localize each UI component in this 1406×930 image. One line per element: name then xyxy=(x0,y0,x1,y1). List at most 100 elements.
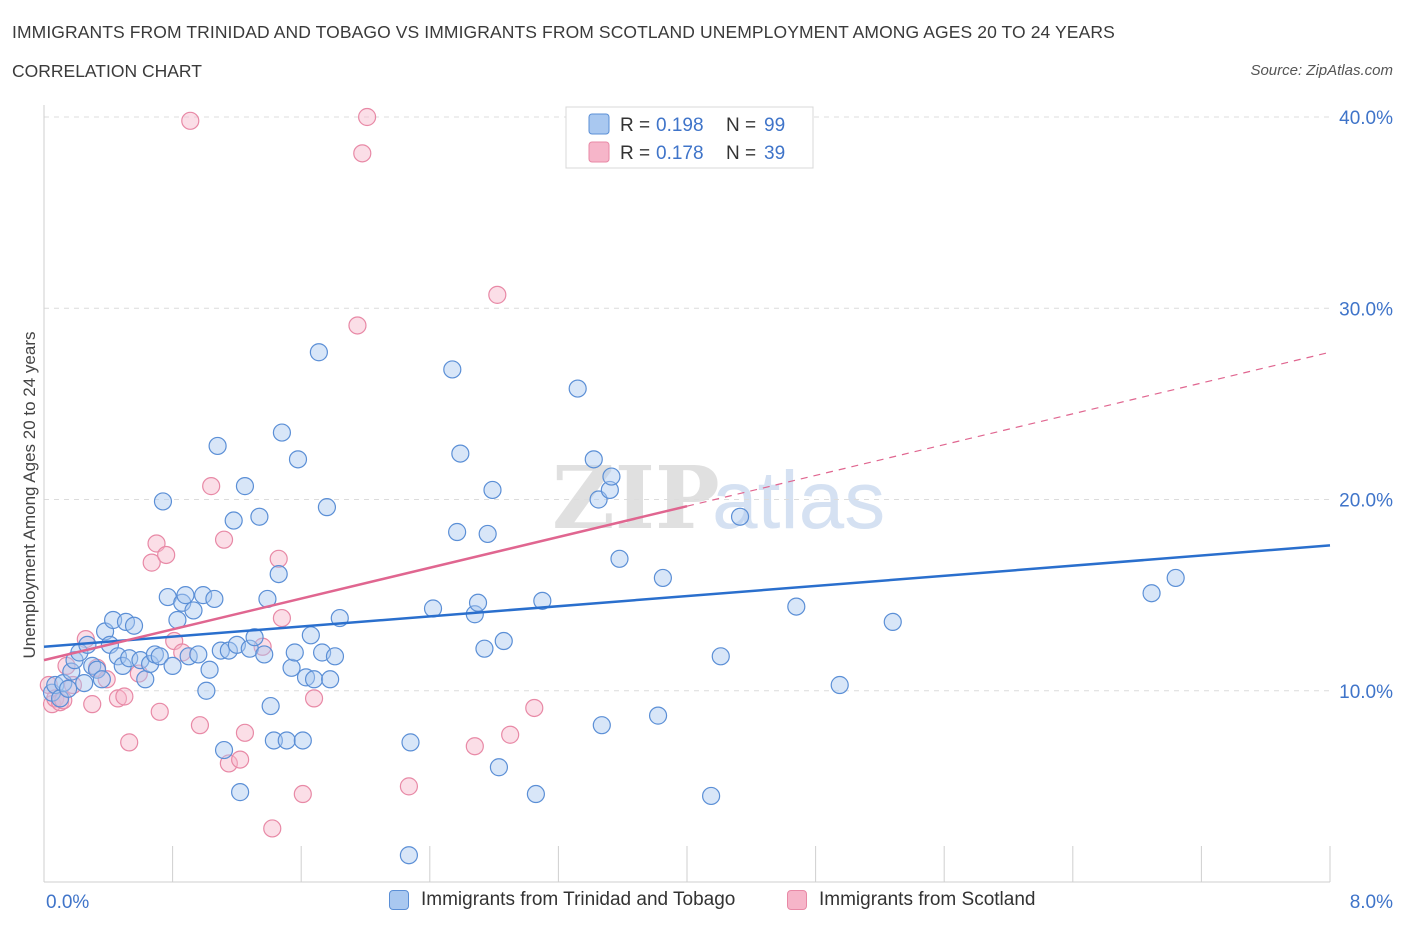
trinidad-point xyxy=(448,522,467,542)
y-tick-label: 30.0% xyxy=(1339,299,1393,320)
trinidad-point xyxy=(269,564,288,584)
scotland-point xyxy=(115,687,134,706)
y-tick-label: 40.0% xyxy=(1339,108,1393,129)
trinidad-trend-line xyxy=(43,544,1331,649)
trinidad-point xyxy=(194,586,213,605)
trinidad-point xyxy=(255,645,274,664)
trinidad-point xyxy=(92,670,111,689)
trinidad-point xyxy=(648,706,668,725)
legend-swatch-blue xyxy=(588,113,610,135)
legend-swatch-scotland xyxy=(787,890,807,910)
scotland-point xyxy=(120,733,139,752)
legend-n-label-1: N = xyxy=(726,115,756,136)
trinidad-point xyxy=(62,662,81,681)
trinidad-point xyxy=(489,758,509,777)
trinidad-point xyxy=(1166,568,1185,588)
scotland-point xyxy=(348,316,367,335)
scotland-point xyxy=(190,716,210,735)
trinidad-point xyxy=(140,654,160,674)
trinidad-point xyxy=(584,450,603,469)
legend-label-trinidad: Immigrants from Trinidad and Tobago xyxy=(421,889,736,910)
scotland-point xyxy=(181,111,200,130)
trinidad-point xyxy=(443,360,462,379)
scotland-point xyxy=(304,689,324,708)
legend-swatch-trinidad xyxy=(389,890,409,910)
scotland-point xyxy=(202,477,221,496)
trinidad-point xyxy=(1142,584,1161,603)
scotland-points xyxy=(39,107,544,838)
trinidad-point xyxy=(325,647,345,666)
trinidad-point xyxy=(830,675,849,695)
trinidad-point xyxy=(787,597,806,616)
scotland-point xyxy=(465,737,484,756)
trinidad-point xyxy=(277,731,296,750)
trinidad-point xyxy=(600,480,619,500)
legend-r-value-1: 0.198 xyxy=(656,115,704,136)
trinidad-point xyxy=(197,681,216,700)
trinidad-point xyxy=(526,784,545,804)
legend-item-trinidad: Immigrants from Trinidad and Tobago xyxy=(389,889,735,911)
trinidad-point xyxy=(317,498,337,517)
scotland-trend-line xyxy=(43,504,688,662)
legend-r-label-2: R = xyxy=(620,143,650,164)
scotland-point xyxy=(219,754,238,773)
watermark-zip: ZIP xyxy=(552,448,720,549)
trinidad-point xyxy=(301,626,320,645)
trinidad-point xyxy=(250,507,269,526)
trinidad-point xyxy=(272,423,292,442)
legend-n-value-2: 39 xyxy=(764,143,785,164)
trinidad-point xyxy=(293,731,312,750)
y-axis-label: Unemployment Among Ages 20 to 24 years xyxy=(20,331,39,659)
trinidad-point xyxy=(205,589,224,609)
trinidad-point xyxy=(59,679,78,698)
trinidad-point xyxy=(176,586,195,605)
x-tick-label-min: 0.0% xyxy=(46,892,89,913)
trinidad-point xyxy=(592,716,611,735)
legend-swatch-pink xyxy=(588,141,610,163)
trinidad-point xyxy=(702,786,721,806)
y-tick-label: 20.0% xyxy=(1339,491,1393,512)
trinidad-point xyxy=(401,733,420,752)
trinidad-point xyxy=(163,656,182,675)
scotland-point xyxy=(231,750,250,769)
trinidad-point xyxy=(231,783,250,802)
trinidad-point xyxy=(475,639,494,658)
trinidad-point xyxy=(653,568,672,588)
trinidad-point xyxy=(189,645,208,664)
trinidad-point xyxy=(224,511,243,530)
trinidad-point xyxy=(711,647,730,666)
trinidad-point xyxy=(264,731,283,750)
tick-labels: 10.0% 20.0% 30.0% 40.0% 0.0% 8.0% xyxy=(46,108,1393,913)
scotland-point xyxy=(353,144,372,163)
axes xyxy=(43,105,1331,883)
trinidad-point xyxy=(568,379,587,398)
scotland-point xyxy=(83,695,102,714)
y-tick-label: 10.0% xyxy=(1339,682,1393,703)
watermark: ZIP atlas xyxy=(552,448,885,549)
scotland-point xyxy=(269,549,288,568)
trinidad-point xyxy=(153,492,173,511)
chart-title: IMMIGRANTS FROM TRINIDAD AND TOBAGO VS I… xyxy=(12,22,1115,42)
scotland-point xyxy=(235,723,255,742)
trinidad-point xyxy=(399,846,419,865)
trinidad-point xyxy=(136,670,155,689)
trinidad-point xyxy=(124,616,144,635)
trinidad-point xyxy=(304,670,324,689)
trinidad-point xyxy=(478,524,497,544)
scotland-point xyxy=(142,553,161,572)
trinidad-point xyxy=(261,696,280,716)
trinidad-point xyxy=(494,631,513,651)
scotland-point xyxy=(157,545,176,565)
trinidad-point xyxy=(208,436,227,456)
trinidad-point xyxy=(285,643,304,662)
scotland-point xyxy=(150,702,169,721)
legend-top: R = 0.198 N = 99 R = 0.178 N = 39 xyxy=(565,106,814,169)
trinidad-point xyxy=(150,647,169,666)
scotland-point xyxy=(97,670,116,689)
legend-n-label-2: N = xyxy=(726,143,756,164)
trinidad-point xyxy=(533,591,552,610)
trinidad-point xyxy=(883,612,902,632)
scotland-point xyxy=(488,285,507,304)
scotland-trend-extension xyxy=(686,351,1331,507)
